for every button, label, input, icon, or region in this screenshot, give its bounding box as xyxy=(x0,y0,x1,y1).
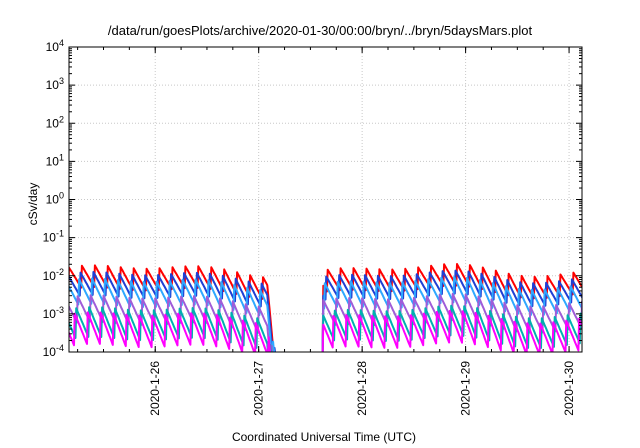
x-tick-label: 2020-1-27 xyxy=(252,361,266,416)
x-tick-label: 2020-1-30 xyxy=(562,361,576,416)
plot-frame xyxy=(68,46,583,353)
axes: 10-4 10-3 10-2 10-1 100 101 102 103 104 2020-1-26… xyxy=(43,38,583,416)
y-tick-label: 10-4 xyxy=(43,343,64,359)
x-tick-label: 2020-1-26 xyxy=(148,361,162,416)
y-tick-label: 10-1 xyxy=(43,229,64,245)
series-lines xyxy=(69,263,582,352)
y-tick-label: 102 xyxy=(46,114,64,130)
x-axis-label: Coordinated Universal Time (UTC) xyxy=(232,430,416,444)
y-tick-label: 100 xyxy=(46,191,64,207)
y-tick-label: 101 xyxy=(46,152,64,168)
y-tick-label: 10-2 xyxy=(43,267,64,283)
y-axis-label: cSv/day xyxy=(26,183,40,226)
chart-title: /data/run/goesPlots/archive/2020-01-30/0… xyxy=(108,23,533,38)
series-line-4 xyxy=(69,292,582,352)
y-tick-label: 10-3 xyxy=(43,305,64,321)
y-tick-label: 104 xyxy=(46,38,64,54)
series-line-5 xyxy=(69,304,582,352)
y-tick-label: 103 xyxy=(46,76,64,92)
series-line-6 xyxy=(69,309,582,352)
x-tick-label: 2020-1-29 xyxy=(459,361,473,416)
x-tick-label: 2020-1-28 xyxy=(355,361,369,416)
